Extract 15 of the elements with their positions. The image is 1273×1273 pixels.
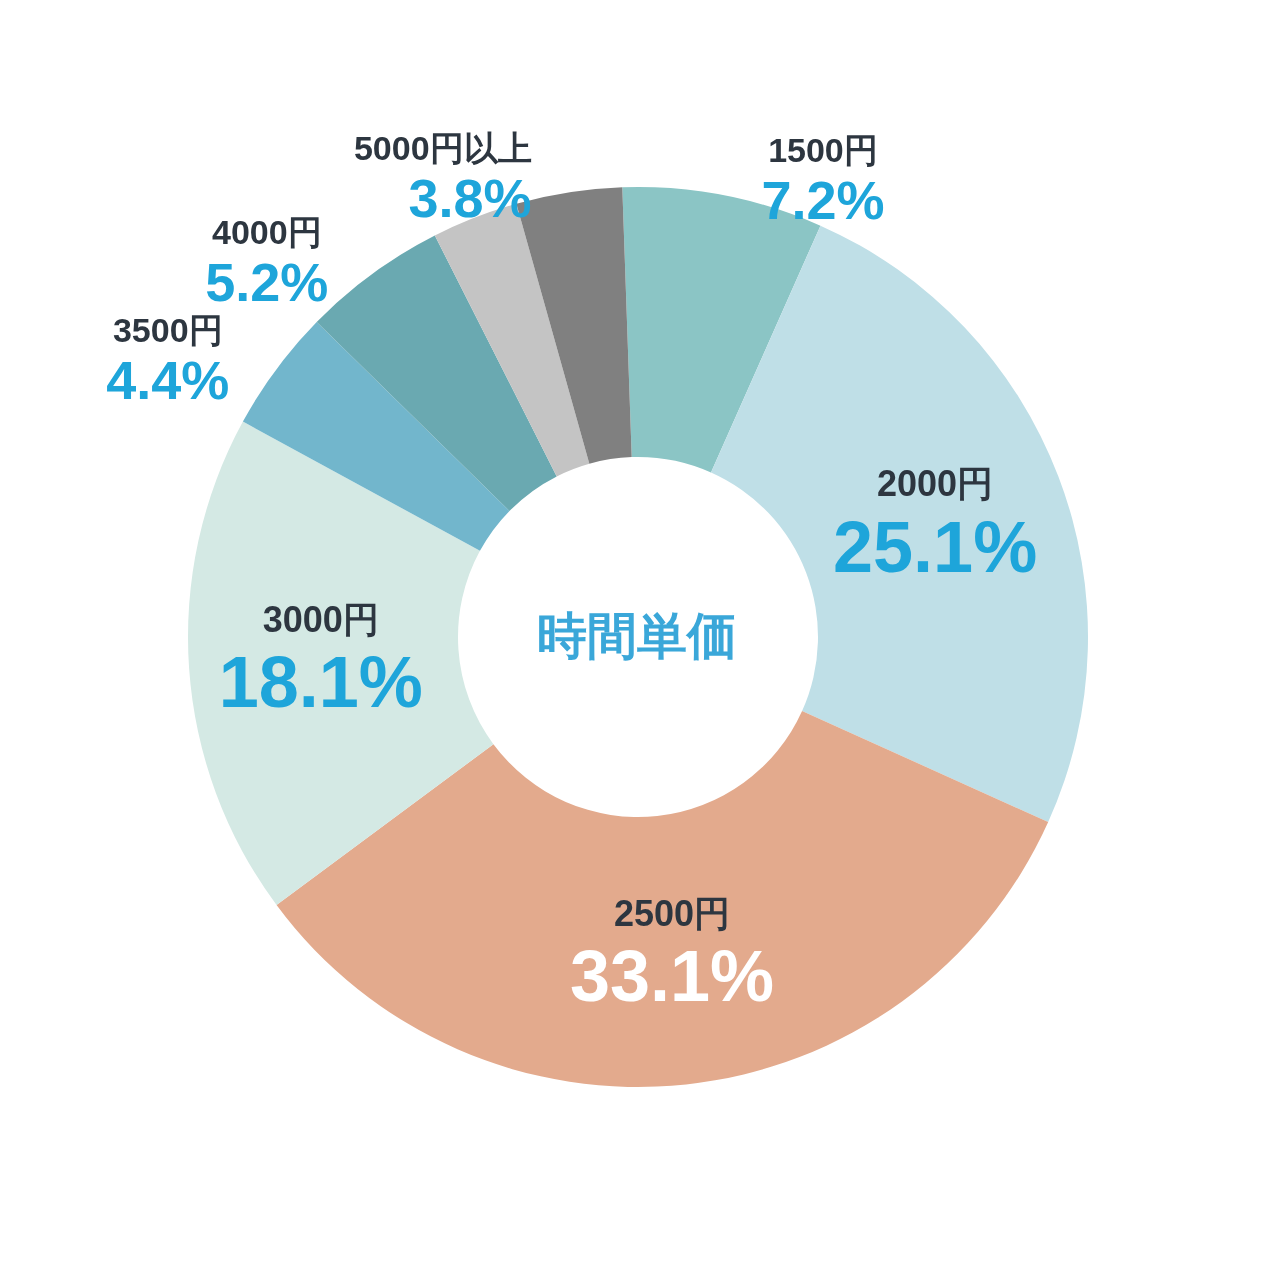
data-label: 18.1% [218, 642, 423, 723]
slice-label: 4000円 [212, 212, 322, 251]
slice-label: 1500円 [768, 131, 878, 170]
data-label: 3.8% [408, 167, 532, 228]
slice-label: 2000円 [877, 463, 994, 505]
slice-label: 2500円 [613, 892, 731, 934]
slice-label: 3500円 [112, 311, 223, 350]
slice-label: 3000円 [262, 598, 379, 640]
data-label: 25.1% [833, 506, 1038, 587]
data-label: 5.2% [205, 251, 329, 312]
data-label: 7.2% [761, 170, 885, 231]
data-label: 33.1% [569, 936, 775, 1017]
data-label: 4.4% [106, 350, 230, 411]
slice-label: 5000円以上 [353, 128, 532, 167]
text: 時間単価 [536, 608, 737, 664]
